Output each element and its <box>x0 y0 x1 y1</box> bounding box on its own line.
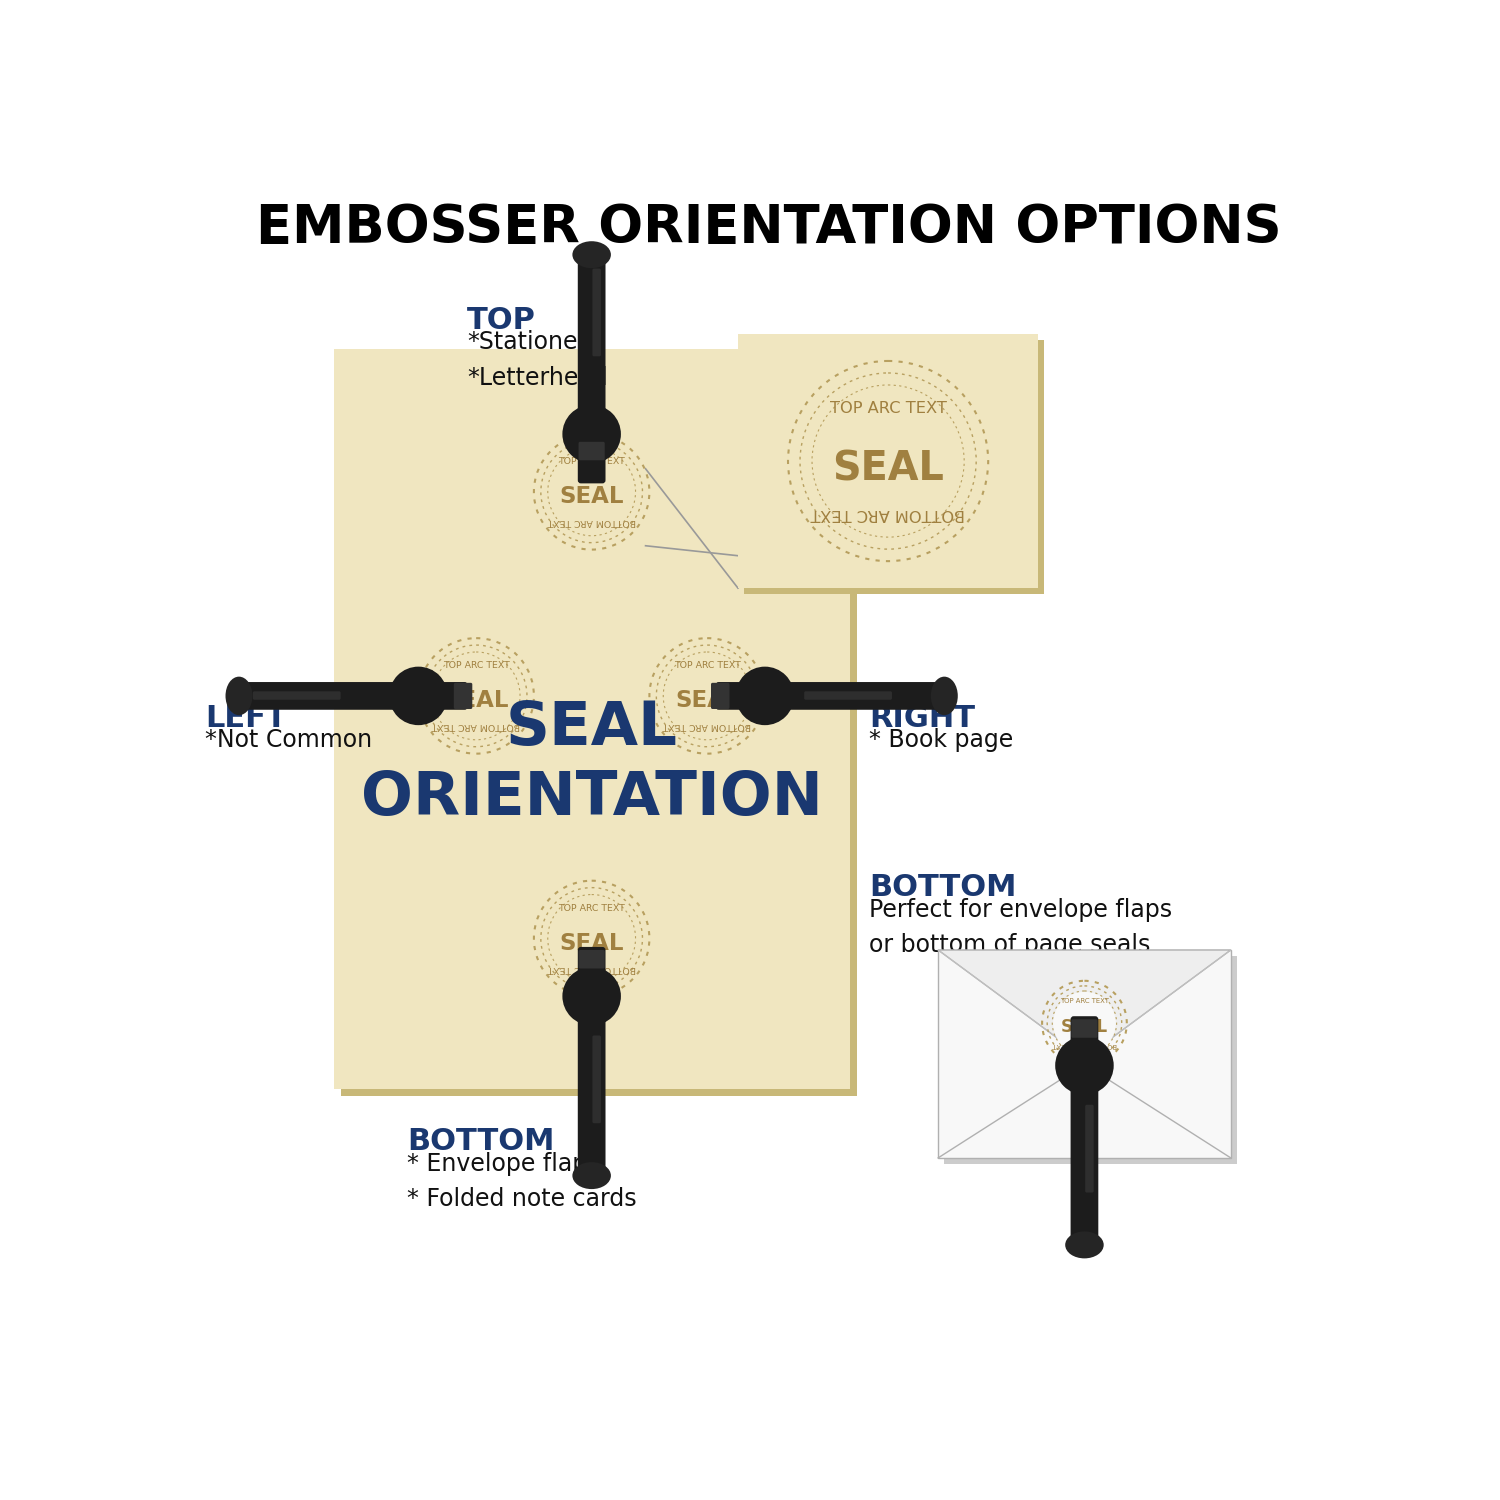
Text: TOP ARC TEXT: TOP ARC TEXT <box>558 458 626 466</box>
FancyBboxPatch shape <box>579 442 604 460</box>
Text: EMBOSSER ORIENTATION OPTIONS: EMBOSSER ORIENTATION OPTIONS <box>256 201 1281 254</box>
FancyBboxPatch shape <box>578 946 606 976</box>
Text: SEAL: SEAL <box>560 932 624 954</box>
Text: BOTTOM ARC TEXT: BOTTOM ARC TEXT <box>1052 1042 1116 1048</box>
Circle shape <box>433 652 519 738</box>
FancyBboxPatch shape <box>333 350 849 1089</box>
FancyBboxPatch shape <box>716 682 746 709</box>
FancyBboxPatch shape <box>1084 1106 1094 1192</box>
FancyBboxPatch shape <box>711 682 729 709</box>
Text: SEAL: SEAL <box>1060 1017 1108 1035</box>
Text: SEAL: SEAL <box>675 688 740 712</box>
FancyBboxPatch shape <box>938 950 1230 1158</box>
Ellipse shape <box>573 1162 610 1190</box>
Text: Perfect for envelope flaps
or bottom of page seals: Perfect for envelope flaps or bottom of … <box>868 897 1172 957</box>
FancyBboxPatch shape <box>738 334 1038 588</box>
Text: SEAL: SEAL <box>560 484 624 508</box>
Circle shape <box>388 666 447 724</box>
Text: BOTTOM: BOTTOM <box>406 1126 555 1156</box>
Text: * Envelope flaps
* Folded note cards: * Envelope flaps * Folded note cards <box>406 1152 636 1210</box>
Text: TOP ARC TEXT: TOP ARC TEXT <box>558 904 626 914</box>
Text: *Not Common: *Not Common <box>206 728 372 752</box>
Text: BOTTOM ARC TEXT: BOTTOM ARC TEXT <box>432 722 520 730</box>
Text: *Stationery
*Letterhead: *Stationery *Letterhead <box>466 330 608 390</box>
Text: BOTTOM ARC TEXT: BOTTOM ARC TEXT <box>548 964 636 974</box>
FancyBboxPatch shape <box>945 956 1238 1164</box>
FancyBboxPatch shape <box>578 1019 606 1179</box>
FancyBboxPatch shape <box>438 682 468 709</box>
FancyBboxPatch shape <box>454 682 472 709</box>
FancyBboxPatch shape <box>1071 1016 1098 1046</box>
FancyBboxPatch shape <box>804 692 892 699</box>
Text: SEAL
ORIENTATION: SEAL ORIENTATION <box>360 699 822 828</box>
Circle shape <box>664 652 750 738</box>
Circle shape <box>549 896 634 981</box>
Circle shape <box>549 448 634 534</box>
Text: TOP: TOP <box>466 306 536 334</box>
Text: LEFT: LEFT <box>206 704 286 732</box>
Text: TOP ARC TEXT: TOP ARC TEXT <box>674 662 741 670</box>
FancyBboxPatch shape <box>744 340 1044 594</box>
FancyBboxPatch shape <box>236 682 398 709</box>
FancyBboxPatch shape <box>578 251 606 413</box>
Text: BOTTOM ARC TEXT: BOTTOM ARC TEXT <box>663 722 752 730</box>
Circle shape <box>1053 992 1116 1054</box>
FancyBboxPatch shape <box>1071 1088 1098 1250</box>
Text: SEAL: SEAL <box>833 448 944 489</box>
FancyBboxPatch shape <box>254 692 340 699</box>
Text: SEAL: SEAL <box>444 688 509 712</box>
FancyBboxPatch shape <box>578 454 606 483</box>
Text: BOTTOM ARC TEXT: BOTTOM ARC TEXT <box>812 506 966 520</box>
Ellipse shape <box>932 676 958 716</box>
Circle shape <box>815 387 962 536</box>
Text: RIGHT: RIGHT <box>868 704 975 732</box>
FancyBboxPatch shape <box>786 682 948 709</box>
Text: BOTTOM ARC TEXT: BOTTOM ARC TEXT <box>548 518 636 526</box>
Text: TOP ARC TEXT: TOP ARC TEXT <box>442 662 510 670</box>
Text: TOP ARC TEXT: TOP ARC TEXT <box>830 402 946 417</box>
Text: * Book page: * Book page <box>868 728 1012 752</box>
FancyBboxPatch shape <box>1071 1020 1098 1038</box>
Text: TOP ARC TEXT: TOP ARC TEXT <box>1060 998 1108 1004</box>
FancyBboxPatch shape <box>342 357 858 1096</box>
FancyBboxPatch shape <box>592 1035 602 1124</box>
Ellipse shape <box>573 242 610 268</box>
FancyBboxPatch shape <box>592 268 602 357</box>
Circle shape <box>562 968 621 1026</box>
Text: BOTTOM: BOTTOM <box>868 873 1017 901</box>
Ellipse shape <box>225 676 252 716</box>
Circle shape <box>562 405 621 464</box>
Circle shape <box>735 666 794 724</box>
FancyBboxPatch shape <box>579 950 604 969</box>
Circle shape <box>1054 1036 1113 1095</box>
Polygon shape <box>938 950 1230 1058</box>
Ellipse shape <box>1065 1232 1104 1258</box>
